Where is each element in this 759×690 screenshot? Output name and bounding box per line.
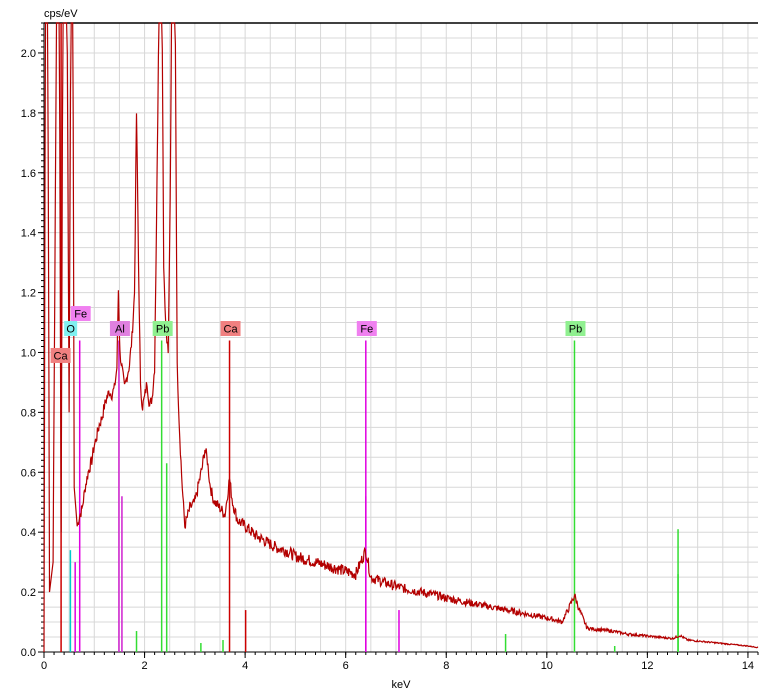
element-label-text: Al bbox=[115, 324, 125, 336]
grid bbox=[44, 23, 758, 652]
element-label-text: O bbox=[66, 324, 75, 336]
axes bbox=[38, 23, 758, 658]
y-tick-label: 1.8 bbox=[21, 108, 36, 120]
element-label-text: Fe bbox=[74, 309, 87, 321]
x-tick-label: 2 bbox=[142, 660, 148, 672]
y-tick-label: 0.4 bbox=[21, 527, 36, 539]
x-tick-label: 6 bbox=[343, 660, 349, 672]
y-tick-label: 1.0 bbox=[21, 347, 36, 359]
y-tick-label: 0.6 bbox=[21, 467, 36, 479]
tick-labels: 0 2 4 6 8 10 12 14 0.0 0.2 0.4 0.6 0.8 1.0 1.2 1.4 1.6 1.… bbox=[21, 48, 754, 672]
element-label-pb: Pb bbox=[153, 321, 173, 336]
element-label-ca: Ca bbox=[221, 321, 241, 336]
element-label-text: Pb bbox=[156, 324, 169, 336]
element-label-pb: Pb bbox=[565, 321, 585, 336]
y-axis-title: cps/eV bbox=[44, 8, 78, 20]
y-tick-label: 0.8 bbox=[21, 407, 36, 419]
element-label-text: Ca bbox=[224, 324, 239, 336]
element-label-text: Pb bbox=[569, 324, 582, 336]
x-tick-label: 10 bbox=[541, 660, 553, 672]
element-label-al: Al bbox=[110, 321, 130, 336]
element-label-text: Ca bbox=[54, 350, 69, 362]
element-label-ca: Ca bbox=[51, 348, 71, 363]
x-tick-label: 8 bbox=[443, 660, 449, 672]
y-tick-label: 2.0 bbox=[21, 48, 36, 60]
x-axis-title: keV bbox=[392, 679, 412, 690]
element-labels: Ca O Fe Al Pb Ca Fe Pb bbox=[51, 306, 586, 363]
element-label-text: Fe bbox=[360, 324, 373, 336]
x-tick-label: 12 bbox=[641, 660, 653, 672]
element-label-fe: Fe bbox=[357, 321, 377, 336]
x-tick-label: 0 bbox=[41, 660, 47, 672]
x-tick-label: 14 bbox=[742, 660, 754, 672]
y-tick-label: 0.0 bbox=[21, 647, 36, 659]
element-label-fe: Fe bbox=[71, 306, 91, 321]
x-tick-label: 4 bbox=[242, 660, 248, 672]
y-tick-label: 1.6 bbox=[21, 168, 36, 180]
y-tick-label: 1.2 bbox=[21, 288, 36, 300]
y-tick-label: 0.2 bbox=[21, 587, 36, 599]
y-tick-label: 1.4 bbox=[21, 228, 36, 240]
element-label-o: O bbox=[64, 321, 77, 336]
